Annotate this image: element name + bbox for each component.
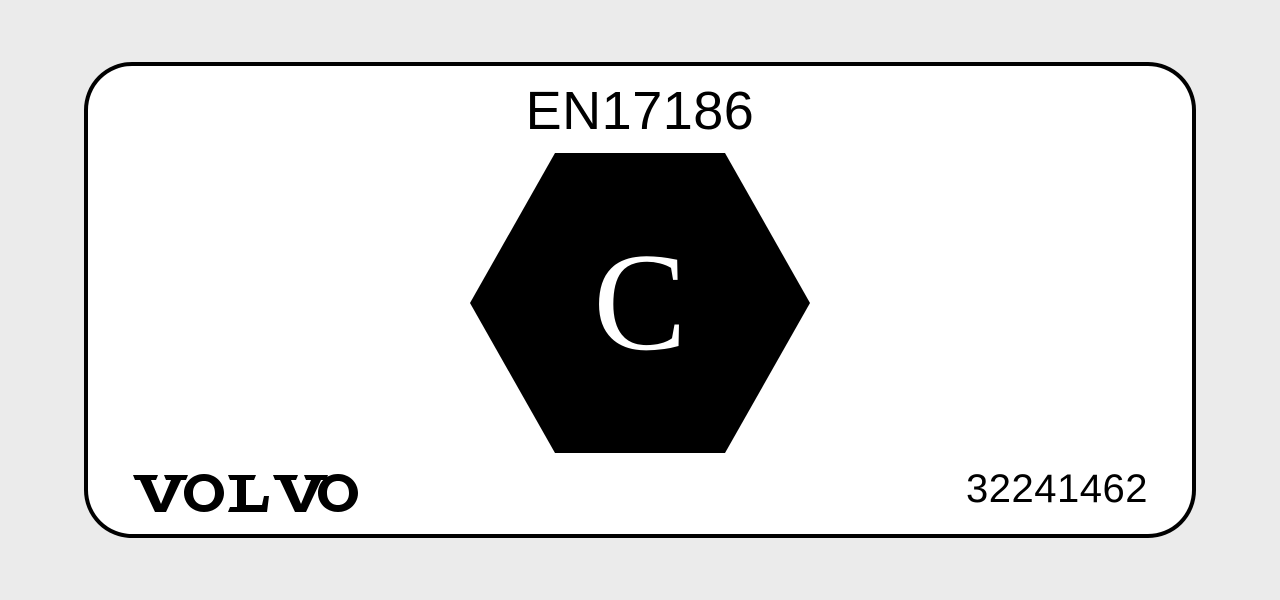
part-number: 32241462 bbox=[966, 467, 1148, 512]
label-card: EN17186 C 32241462 bbox=[84, 62, 1196, 538]
volvo-logo-icon bbox=[128, 472, 358, 514]
hexagon-icon: C bbox=[470, 153, 810, 453]
standard-code: EN17186 bbox=[88, 80, 1192, 142]
charging-letter: C bbox=[593, 233, 686, 373]
brand-wordmark bbox=[128, 472, 358, 514]
charging-symbol: C bbox=[88, 153, 1192, 453]
